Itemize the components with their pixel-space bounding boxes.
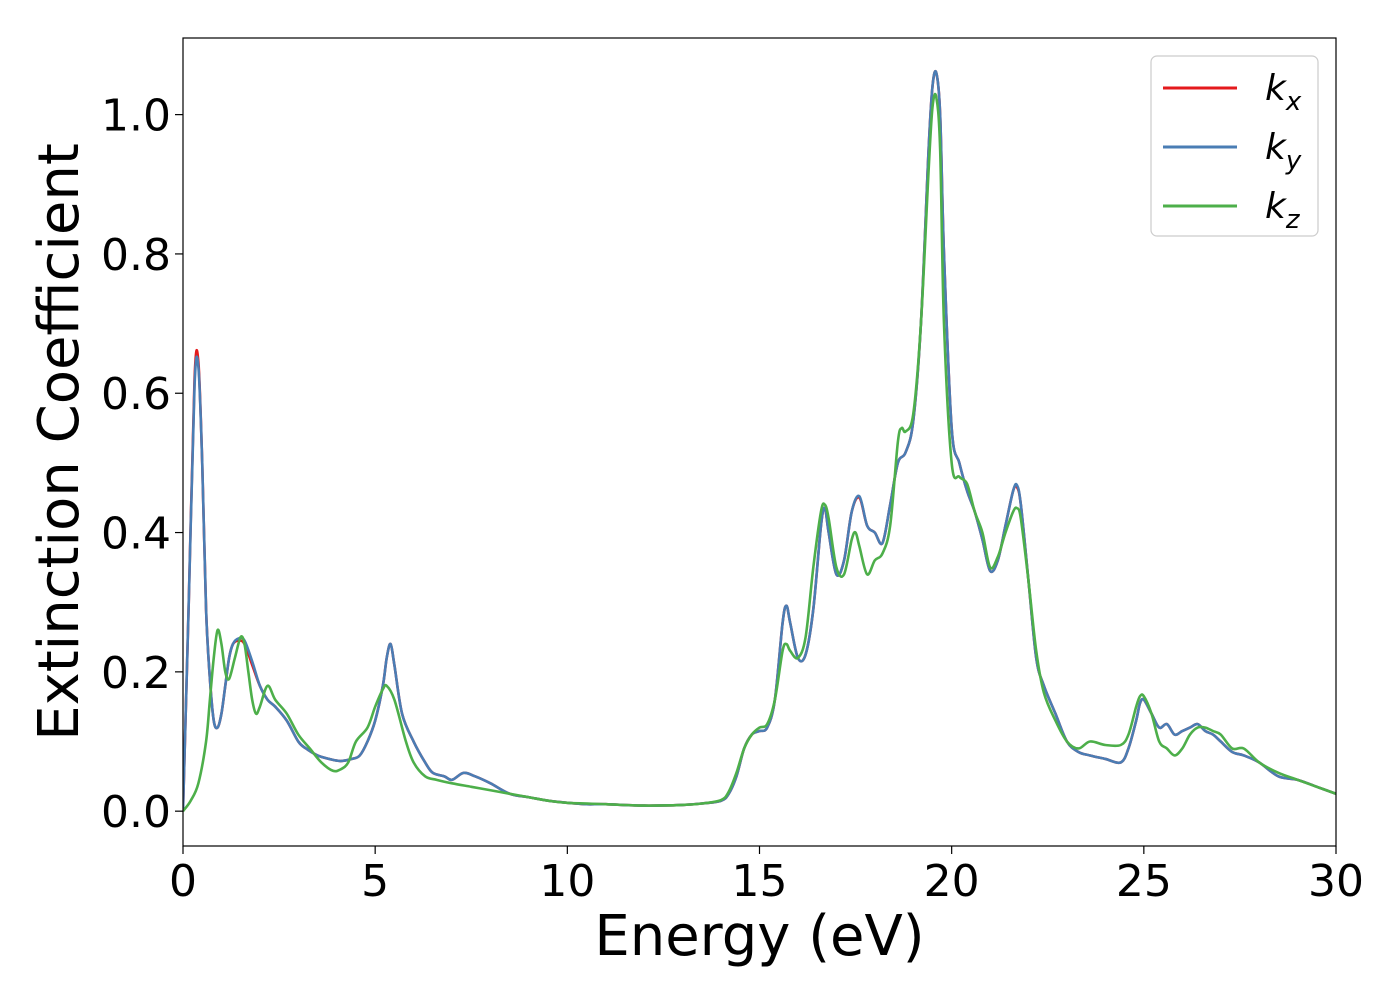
legend-label-y: ky (1265, 127, 1302, 176)
y-tick-label: 0.2 (101, 648, 171, 699)
series-line-z (183, 92, 1336, 812)
x-tick-label: 15 (732, 856, 788, 907)
x-tick-label: 30 (1308, 856, 1364, 907)
legend: kx ky kz (1150, 55, 1319, 237)
y-tick-label: 0.0 (101, 787, 171, 838)
plot-lines (183, 69, 1336, 812)
legend-label-z: kz (1265, 186, 1301, 235)
x-tick-label: 10 (539, 856, 595, 907)
x-tick-label: 0 (169, 856, 197, 907)
y-tick-label: 0.8 (101, 230, 171, 281)
series-line-y (183, 69, 1336, 812)
y-tick-label: 1.0 (101, 91, 171, 142)
x-axis-label: Energy (eV) (594, 904, 924, 969)
x-tick-label: 25 (1116, 856, 1172, 907)
legend-label-x: kx (1265, 68, 1302, 117)
ticks: 0 5 10 15 20 25 30 0.0 0.2 0.4 0.6 0.8 1.0 (101, 91, 1364, 907)
y-tick-label: 0.4 (101, 509, 171, 560)
y-tick-label: 0.6 (101, 369, 171, 420)
x-tick-label: 20 (924, 856, 980, 907)
x-tick-label: 5 (361, 856, 389, 907)
y-axis-label: Extinction Coefficient (27, 143, 92, 741)
